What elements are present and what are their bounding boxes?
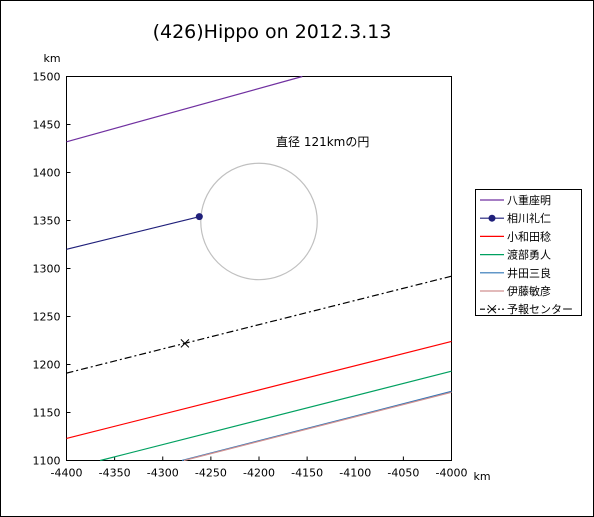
y-tick-label: 1250 [33, 311, 61, 324]
circle-annotation: 直径 121kmの円 [276, 135, 369, 149]
legend-marker-1 [488, 214, 496, 222]
legend-box [475, 189, 582, 316]
y-tick-label: 1350 [33, 215, 61, 228]
legend-label-4: 井田三良 [507, 266, 551, 280]
y-tick-label: 1300 [33, 263, 61, 276]
y-tick-label: 1200 [33, 359, 61, 372]
x-tick-label: -4300 [147, 467, 179, 480]
legend-label-3: 渡部勇人 [507, 248, 551, 262]
x-tick-label: -4150 [291, 467, 323, 480]
series-line-1 [66, 216, 200, 250]
series-marker-6 [180, 339, 190, 348]
x-tick-label: -4100 [339, 467, 371, 480]
y-tick-label: 1450 [33, 119, 61, 132]
legend-label-2: 小和田稔 [507, 229, 551, 243]
y-axis-label: km [43, 52, 60, 65]
x-tick-labels: -4400 -4350 -4300 -4250 -4200 -4150 -4100 -4050… [51, 456, 468, 480]
x-tick-label: -4400 [51, 467, 83, 480]
chart-marks [66, 75, 452, 462]
legend-label-6: 予報センター [507, 303, 573, 316]
series-line-5 [183, 391, 452, 462]
series-line-2 [66, 340, 452, 440]
legend-label-0: 八重座明 [507, 193, 551, 207]
series-line-3 [100, 370, 452, 462]
circle-121km [200, 162, 318, 281]
x-tick-label: -4250 [195, 467, 227, 480]
y-tick-label: 1500 [33, 71, 61, 84]
x-tick-label: -4000 [436, 467, 468, 480]
y-tick-label: 1150 [33, 407, 61, 420]
plot-area [66, 76, 452, 461]
legend-marker-6 [487, 304, 497, 314]
marker-x-stroke [180, 339, 190, 348]
legend-label-1: 相川礼仁 [507, 211, 551, 225]
series-line-6 [66, 275, 452, 374]
x-tick-label: -4050 [387, 467, 419, 480]
x-axis-label: km [473, 470, 490, 483]
series-line-0 [66, 75, 303, 143]
x-tick-label: -4350 [99, 467, 131, 480]
legend-label-5: 伊藤敏彦 [507, 284, 551, 298]
series-marker-1 [195, 213, 203, 221]
x-tick-label: -4200 [243, 467, 275, 480]
y-tick-label: 1100 [33, 455, 61, 468]
y-tick-label: 1400 [33, 167, 61, 180]
y-tick-labels: 1100 1150 1200 1250 1300 1350 1400 1450 1500 [33, 71, 71, 468]
chart-title: (426)Hippo on 2012.3.13 [153, 21, 392, 43]
